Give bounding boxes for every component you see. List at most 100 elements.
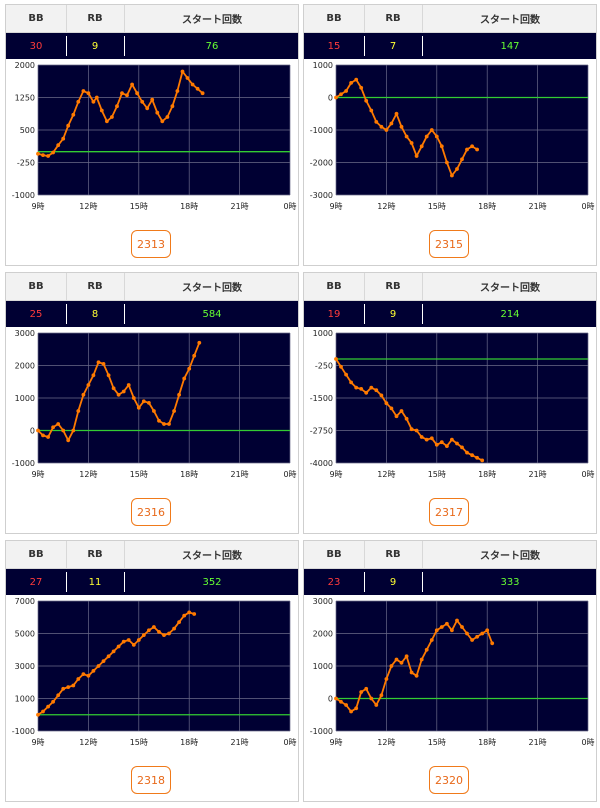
slump-chart: 3000 2000 1000 0 -1000 9時 12時 15時 18時 21時 0時 bbox=[310, 597, 595, 747]
x-tick-label: 21時 bbox=[529, 738, 547, 747]
data-point bbox=[197, 340, 202, 345]
y-tick-label: -4000 bbox=[310, 459, 333, 468]
y-tick-label: -1000 bbox=[12, 727, 35, 736]
data-point bbox=[490, 641, 495, 646]
divider bbox=[422, 273, 423, 301]
machine-number-button[interactable]: 2316 bbox=[131, 498, 171, 526]
data-point bbox=[434, 442, 439, 447]
data-point bbox=[56, 693, 61, 698]
data-point bbox=[369, 696, 374, 701]
y-tick-label: 3000 bbox=[15, 329, 35, 338]
divider bbox=[124, 304, 125, 324]
y-tick-label: -1000 bbox=[310, 126, 333, 135]
machine-card: BB RB スタート回数 27 11 352 7000 5000 3000 1000 -1000 9時… bbox=[5, 540, 299, 802]
x-tick-label: 0時 bbox=[283, 470, 296, 479]
bb-count: 19 bbox=[327, 308, 341, 320]
divider bbox=[124, 36, 125, 56]
data-point bbox=[465, 631, 469, 636]
header-start: スタート回数 bbox=[480, 283, 540, 294]
data-point bbox=[384, 401, 389, 406]
x-tick-label: 9時 bbox=[31, 738, 44, 747]
data-point bbox=[339, 699, 343, 704]
x-tick-label: 21時 bbox=[231, 470, 249, 479]
header-start: スタート回数 bbox=[480, 551, 540, 562]
x-tick-label: 0時 bbox=[283, 738, 296, 747]
slump-chart: 2000 1250 500 -250 -1000 9時 12時 15時 18時 21時 0時 bbox=[12, 61, 297, 211]
y-tick-label: -1500 bbox=[310, 394, 333, 403]
data-point bbox=[419, 435, 424, 439]
data-point bbox=[41, 433, 45, 438]
data-point bbox=[185, 76, 190, 80]
data-point bbox=[121, 639, 126, 644]
header-start: スタート回数 bbox=[480, 15, 540, 26]
data-point bbox=[141, 399, 146, 404]
divider bbox=[124, 572, 125, 592]
data-point bbox=[147, 628, 151, 633]
start-count: 214 bbox=[500, 308, 520, 320]
data-point bbox=[160, 119, 165, 124]
data-point bbox=[71, 683, 76, 688]
start-count: 584 bbox=[202, 308, 222, 320]
data-point bbox=[192, 353, 197, 358]
counts-row: 23 9 333 bbox=[304, 569, 596, 595]
data-point bbox=[61, 686, 66, 691]
slump-chart: 7000 5000 3000 1000 -1000 9時 12時 15時 18時 21時 0時 bbox=[12, 597, 297, 747]
data-point bbox=[76, 409, 81, 413]
x-tick-label: 18時 bbox=[478, 470, 496, 479]
y-tick-label: 3000 bbox=[15, 662, 35, 671]
rb-count: 8 bbox=[91, 308, 99, 320]
x-tick-label: 18時 bbox=[180, 470, 198, 479]
data-point bbox=[475, 147, 479, 152]
data-point bbox=[384, 128, 389, 132]
data-point bbox=[470, 453, 474, 458]
machine-number-button[interactable]: 2317 bbox=[429, 498, 469, 526]
data-point bbox=[195, 86, 200, 91]
data-point bbox=[384, 677, 389, 681]
x-tick-label: 15時 bbox=[130, 738, 148, 747]
machine-number-button[interactable]: 2313 bbox=[131, 230, 171, 258]
data-point bbox=[96, 664, 101, 668]
machine-number-button[interactable]: 2320 bbox=[429, 766, 469, 794]
divider bbox=[124, 541, 125, 569]
x-tick-label: 9時 bbox=[31, 202, 44, 211]
data-point bbox=[379, 693, 384, 698]
data-point bbox=[450, 173, 454, 178]
divider bbox=[364, 304, 365, 324]
start-count: 147 bbox=[500, 40, 520, 52]
data-point bbox=[404, 654, 409, 659]
data-point bbox=[374, 120, 379, 124]
data-point bbox=[445, 160, 449, 165]
divider bbox=[364, 541, 365, 569]
data-point bbox=[81, 672, 86, 676]
x-tick-label: 0時 bbox=[581, 202, 594, 211]
data-point bbox=[110, 115, 114, 119]
x-tick-label: 9時 bbox=[329, 202, 342, 211]
data-point bbox=[359, 387, 364, 391]
counts-row: 27 11 352 bbox=[6, 569, 298, 595]
data-point bbox=[349, 709, 353, 714]
y-tick-label: 1000 bbox=[15, 394, 35, 403]
data-point bbox=[364, 390, 369, 395]
data-point bbox=[76, 99, 81, 104]
data-point bbox=[455, 441, 459, 446]
machine-number-button[interactable]: 2318 bbox=[131, 766, 171, 794]
data-point bbox=[177, 392, 182, 397]
header-start: スタート回数 bbox=[182, 15, 242, 26]
data-point bbox=[115, 104, 119, 109]
x-tick-label: 18時 bbox=[478, 738, 496, 747]
x-tick-label: 9時 bbox=[31, 470, 44, 479]
data-point bbox=[36, 428, 40, 433]
data-point bbox=[399, 409, 404, 413]
y-tick-label: 1000 bbox=[313, 329, 333, 338]
x-tick-label: 21時 bbox=[231, 738, 249, 747]
divider bbox=[124, 273, 125, 301]
machine-number-button[interactable]: 2315 bbox=[429, 230, 469, 258]
data-point bbox=[344, 89, 348, 93]
data-point bbox=[46, 154, 50, 158]
data-point bbox=[56, 143, 61, 148]
data-point bbox=[354, 77, 359, 82]
data-point bbox=[120, 91, 124, 96]
data-point bbox=[66, 123, 71, 128]
data-point bbox=[106, 654, 111, 659]
x-tick-label: 12時 bbox=[377, 738, 395, 747]
